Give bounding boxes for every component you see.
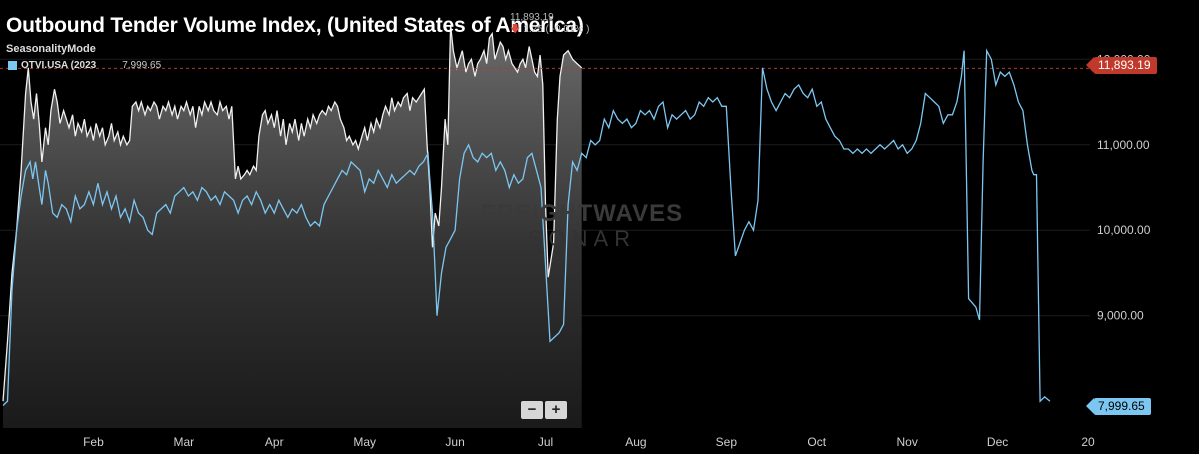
- line-series-otvi-2023: [2, 48, 1051, 406]
- legend-swatch-icon: [8, 61, 17, 70]
- area-series-layer: [2, 25, 583, 428]
- legend[interactable]: OTVI.USA (2023 7,999.65: [8, 60, 161, 71]
- x-tick-label: Jun: [445, 435, 464, 449]
- watermark-line-2: SONAR: [527, 226, 637, 251]
- x-tick-label: May: [353, 435, 376, 449]
- y-tick-label: 9,000.00: [1097, 309, 1144, 323]
- zoom-out-button[interactable]: −: [521, 401, 543, 419]
- x-axis-tick-labels: Feb Mar Apr May Jun Jul Aug Sep Oct Nov Dec 20: [83, 435, 1095, 449]
- zoom-controls: − +: [521, 401, 567, 419]
- arrow-down-icon: 🡇: [510, 24, 521, 35]
- x-tick-label: Feb: [83, 435, 104, 449]
- change-value: 1.25 ( -0.01% ): [523, 24, 590, 35]
- y-tick-label: 10,000.00: [1097, 223, 1151, 237]
- legend-series-name: OTVI.USA (2023: [21, 60, 97, 71]
- change-line: 🡇 1.25 ( -0.01% ): [510, 24, 589, 36]
- area-series-outline: [2, 25, 583, 402]
- x-tick-label: Mar: [173, 435, 194, 449]
- last-value-tag: 7,999.65: [1086, 398, 1151, 415]
- current-value-tag: 11,893.19: [1086, 57, 1157, 74]
- chart-title: Outbound Tender Volume Index, (United St…: [6, 14, 584, 37]
- watermark-line-1: FREIGHTWAVES: [480, 200, 684, 227]
- x-tick-label: Jul: [538, 435, 553, 449]
- y-tick-label: 11,000.00: [1097, 138, 1150, 152]
- zoom-in-button[interactable]: +: [545, 401, 567, 419]
- x-tick-label: Sep: [716, 435, 738, 449]
- x-tick-label: Nov: [896, 435, 917, 449]
- area-series-fill: [3, 25, 582, 428]
- x-tick-label: Aug: [625, 435, 646, 449]
- watermark: FREIGHTWAVES SONAR: [452, 200, 712, 252]
- seasonality-mode-label: SeasonalityMode: [6, 43, 96, 55]
- x-tick-label: Oct: [807, 435, 826, 449]
- x-tick-label: 20: [1081, 435, 1095, 449]
- line-series-layer: [2, 48, 1051, 406]
- legend-series-value: 7,999.65: [122, 60, 162, 71]
- x-tick-label: Apr: [265, 435, 284, 449]
- x-tick-label: Dec: [987, 435, 1008, 449]
- price-change-block: 11,893.19 🡇 1.25 ( -0.01% ): [510, 12, 589, 36]
- current-value-readout: 11,893.19: [510, 12, 554, 23]
